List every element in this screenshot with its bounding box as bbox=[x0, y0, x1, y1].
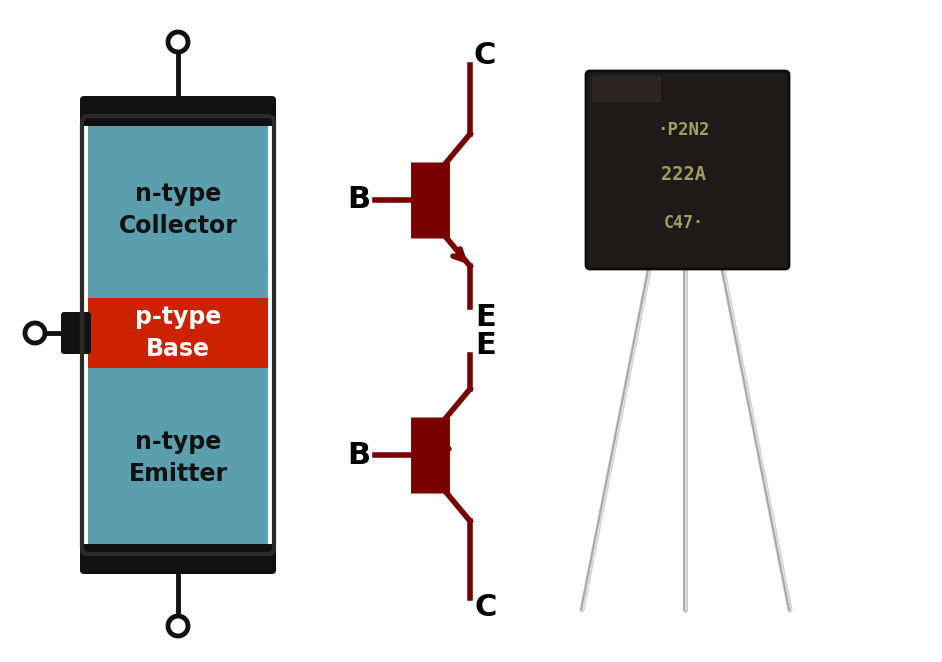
Bar bbox=[88, 122, 268, 298]
Text: C47·: C47· bbox=[663, 214, 704, 232]
Text: C: C bbox=[474, 40, 496, 70]
FancyBboxPatch shape bbox=[586, 71, 789, 269]
Text: ·P2N2: ·P2N2 bbox=[658, 121, 710, 139]
FancyBboxPatch shape bbox=[80, 544, 276, 574]
Text: 222A: 222A bbox=[661, 166, 706, 185]
Text: C: C bbox=[475, 594, 497, 622]
Text: n-type
Emitter: n-type Emitter bbox=[128, 430, 228, 486]
Text: B: B bbox=[348, 440, 370, 469]
Text: B: B bbox=[348, 185, 370, 214]
Text: n-type
Collector: n-type Collector bbox=[119, 182, 237, 238]
Text: E: E bbox=[476, 303, 496, 332]
Circle shape bbox=[168, 616, 188, 636]
FancyBboxPatch shape bbox=[592, 76, 661, 102]
Text: p-type
Base: p-type Base bbox=[135, 305, 221, 361]
Text: E: E bbox=[476, 332, 496, 361]
Circle shape bbox=[25, 323, 45, 343]
Bar bbox=[88, 298, 268, 368]
FancyBboxPatch shape bbox=[80, 96, 276, 126]
Circle shape bbox=[168, 32, 188, 52]
FancyBboxPatch shape bbox=[61, 312, 91, 354]
Bar bbox=[88, 368, 268, 548]
